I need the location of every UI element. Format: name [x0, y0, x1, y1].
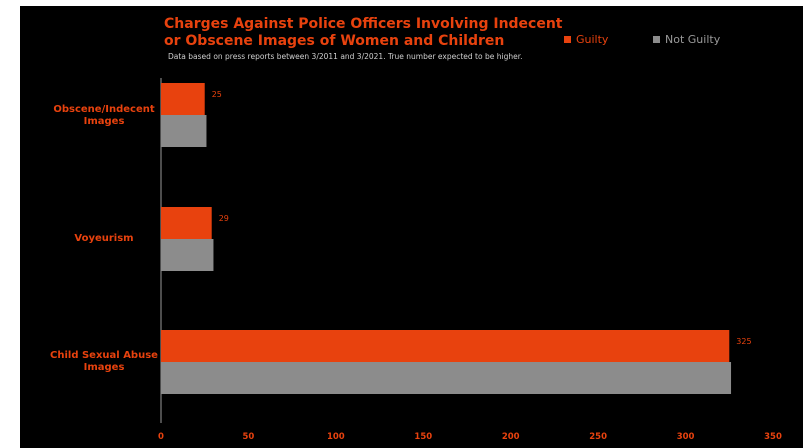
x-tick-label-100: 100 [327, 432, 345, 442]
bar-chart: Charges Against Police Officers Involvin… [20, 6, 803, 448]
x-tick-label-200: 200 [502, 432, 520, 442]
category-label-child-sexual-abuse-images: Child Sexual Abuse Images [50, 350, 158, 373]
data-label-guilty-3: 325 [736, 337, 751, 346]
bar-not-guilty-2 [161, 239, 214, 271]
chart-title-line-1: Charges Against Police Officers Involvin… [164, 16, 563, 32]
bar-guilty-2 [161, 207, 212, 239]
x-tick-label-0: 0 [158, 432, 164, 442]
chart-subtitle: Data based on press reports between 3/20… [168, 52, 523, 61]
category-label-obscene-indecent-images: Obscene/Indecent Images [53, 104, 155, 127]
category-label-voyeurism: Voyeurism [74, 233, 134, 244]
bar-not-guilty-3 [161, 362, 732, 394]
legend-label-not-guilty: Not Guilty [665, 33, 721, 46]
legend-item-guilty: Guilty [564, 33, 608, 46]
x-tick-label-300: 300 [677, 432, 695, 442]
legend-label-guilty: Guilty [576, 33, 609, 46]
data-label-guilty-2: 29 [219, 214, 229, 223]
plot-area: 25 29 325 0 50 100 150 200 250 300 350 [158, 78, 782, 442]
x-tick-label-350: 350 [764, 432, 782, 442]
x-tick-label-50: 50 [243, 432, 255, 442]
data-label-guilty-1: 25 [212, 90, 222, 99]
legend-swatch-guilty [564, 36, 571, 43]
bar-not-guilty-1 [161, 115, 207, 147]
bar-guilty-1 [161, 83, 205, 115]
legend-item-not-guilty: Not Guilty [653, 33, 720, 46]
bar-guilty-3 [161, 330, 730, 362]
x-tick-label-250: 250 [589, 432, 607, 442]
chart-title-line-2: or Obscene Images of Women and Children [164, 33, 505, 49]
legend-swatch-not-guilty [653, 36, 660, 43]
chart-title: Charges Against Police Officers Involvin… [164, 16, 563, 50]
x-tick-label-150: 150 [414, 432, 432, 442]
